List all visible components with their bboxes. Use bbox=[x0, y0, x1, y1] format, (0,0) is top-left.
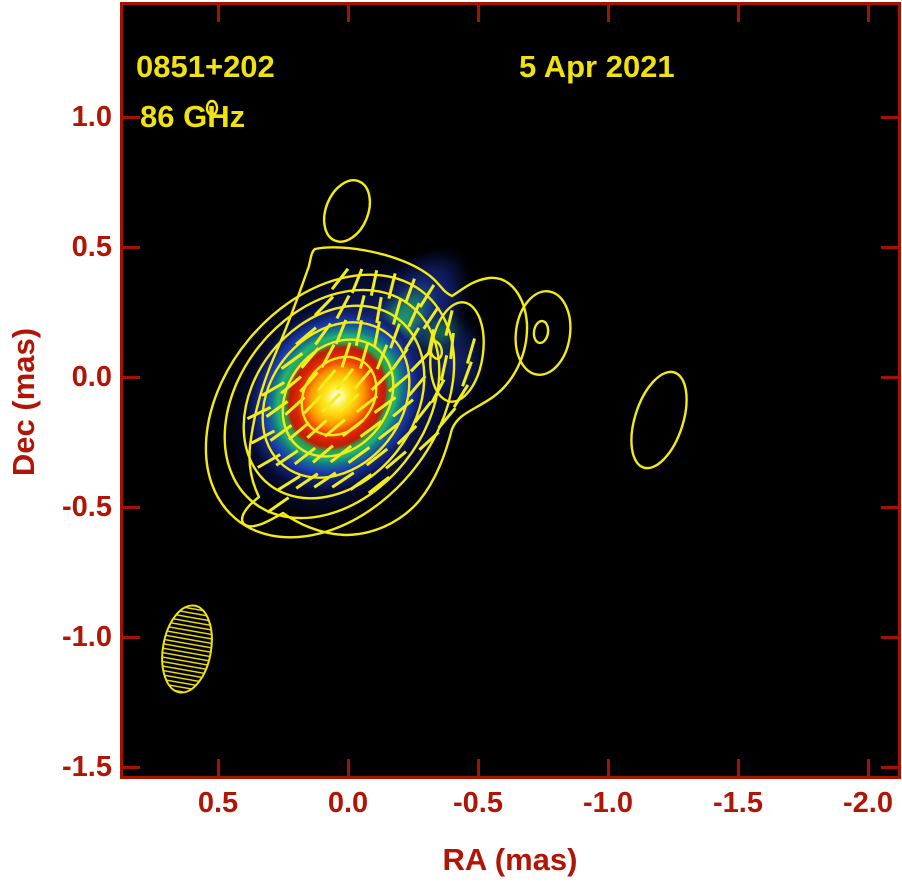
axis-tick-mark bbox=[216, 759, 220, 776]
frequency-annotation: 86 GHz bbox=[140, 99, 246, 134]
axis-tick-mark bbox=[881, 375, 898, 379]
axis-tick-mark bbox=[606, 759, 610, 776]
axis-tick-mark bbox=[476, 5, 480, 22]
axis-tick-mark bbox=[881, 245, 898, 249]
x-tick-label: -1.0 bbox=[583, 787, 633, 819]
axis-tick-mark bbox=[866, 5, 870, 22]
axis-tick-mark bbox=[123, 245, 140, 249]
source-name-annotation: 0851+202 bbox=[136, 49, 275, 84]
x-tick-label: -0.5 bbox=[453, 787, 503, 819]
axis-tick-mark bbox=[736, 5, 740, 22]
y-tick-label: -1.5 bbox=[62, 751, 112, 783]
y-tick-label: 0.5 bbox=[71, 231, 112, 263]
axis-tick-mark bbox=[216, 5, 220, 22]
y-tick-label: -0.5 bbox=[62, 491, 112, 523]
axis-tick-mark bbox=[346, 5, 350, 22]
axis-tick-mark bbox=[866, 759, 870, 776]
axis-tick-mark bbox=[881, 635, 898, 639]
x-tick-label: -1.5 bbox=[713, 787, 763, 819]
axis-tick-mark bbox=[346, 759, 350, 776]
y-axis-title: Dec (mas) bbox=[6, 327, 41, 477]
axis-tick-mark bbox=[881, 765, 898, 769]
axis-tick-mark bbox=[736, 759, 740, 776]
axis-tick-mark bbox=[881, 115, 898, 119]
axis-tick-mark bbox=[606, 5, 610, 22]
axis-tick-mark bbox=[123, 635, 140, 639]
x-axis-title: RA (mas) bbox=[442, 842, 578, 877]
axis-tick-mark bbox=[123, 765, 140, 769]
x-tick-label: -2.0 bbox=[843, 787, 893, 819]
epoch-annotation: 5 Apr 2021 bbox=[519, 49, 675, 84]
axis-tick-mark bbox=[123, 505, 140, 509]
y-tick-label: 0.0 bbox=[71, 361, 112, 393]
x-tick-label: 0.0 bbox=[327, 787, 369, 819]
x-tick-label: 0.5 bbox=[197, 787, 239, 819]
axis-tick-mark bbox=[123, 375, 140, 379]
y-tick-label: -1.0 bbox=[62, 621, 112, 653]
axis-tick-mark bbox=[881, 505, 898, 509]
axis-tick-mark bbox=[123, 115, 140, 119]
axis-tick-mark bbox=[476, 759, 480, 776]
y-tick-label: 1.0 bbox=[71, 101, 112, 133]
